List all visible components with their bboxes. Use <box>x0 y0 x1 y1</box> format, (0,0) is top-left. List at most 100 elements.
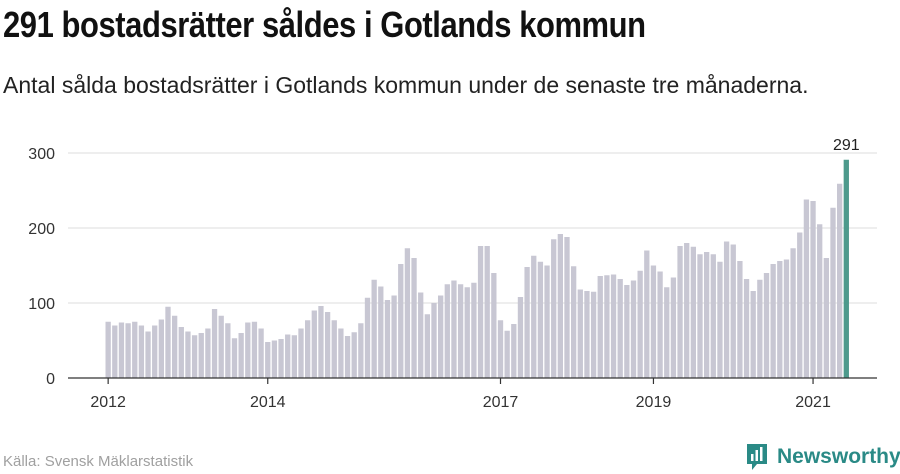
bar <box>730 244 736 378</box>
bar <box>324 312 331 378</box>
bar <box>311 310 317 378</box>
bar <box>138 325 145 378</box>
bar <box>717 261 723 378</box>
bar <box>112 325 118 378</box>
bar <box>664 287 670 378</box>
bar <box>484 246 490 378</box>
bar <box>238 333 244 378</box>
bar <box>451 280 457 378</box>
bar <box>411 258 417 378</box>
bar <box>438 295 444 378</box>
x-axis: 2012 2014 2017 2019 2021 <box>68 377 877 410</box>
bar <box>145 331 151 378</box>
bar <box>497 320 504 378</box>
y-tick-label: 100 <box>28 296 55 313</box>
bar <box>245 322 251 378</box>
bar <box>444 284 450 378</box>
bar <box>218 315 224 378</box>
bar <box>524 267 530 378</box>
bar <box>105 321 111 378</box>
bar <box>783 259 790 378</box>
bar <box>298 328 304 378</box>
bar <box>677 246 683 378</box>
bar <box>118 322 125 378</box>
bar <box>797 232 803 378</box>
bar <box>644 250 650 378</box>
bar-chart: 0 100 200 300 291 2012 2014 2017 2019 2021 <box>28 137 877 410</box>
bar <box>597 276 603 378</box>
bar <box>531 255 537 378</box>
bar <box>837 183 843 378</box>
bar <box>823 258 829 378</box>
x-tick-label: 2017 <box>483 394 519 410</box>
highlight-bar <box>843 159 849 378</box>
bar <box>265 342 271 378</box>
bar <box>271 340 278 378</box>
x-tick-label: 2014 <box>250 394 286 410</box>
bar <box>511 324 517 378</box>
bar <box>577 289 583 378</box>
bar <box>504 330 510 378</box>
chart-subtitle: Antal sålda bostadsrätter i Gotlands kom… <box>3 72 809 98</box>
bar <box>251 321 258 378</box>
bar <box>172 315 178 378</box>
bar <box>743 279 750 378</box>
y-tick-label: 300 <box>28 146 55 163</box>
bar <box>670 277 677 378</box>
bar <box>564 237 570 378</box>
bar <box>737 261 743 378</box>
bar <box>750 291 756 378</box>
y-tick-label: 0 <box>46 371 55 388</box>
brand-logo[interactable]: Newsworthy <box>745 441 900 473</box>
bar <box>231 338 238 378</box>
bar <box>351 332 357 378</box>
bar <box>398 264 404 378</box>
bar <box>152 325 158 378</box>
bar <box>318 306 324 378</box>
bar <box>657 271 663 378</box>
bar <box>690 246 696 378</box>
bar <box>710 254 716 378</box>
x-tick-label: 2021 <box>795 394 831 410</box>
bar <box>584 291 590 378</box>
bar <box>491 273 497 378</box>
y-tick-label: 200 <box>28 221 55 238</box>
bar <box>557 234 563 378</box>
bar <box>544 265 550 378</box>
bar <box>803 199 810 378</box>
bar <box>291 335 297 378</box>
bar <box>630 280 637 378</box>
bar <box>637 270 643 378</box>
x-tick-label: 2012 <box>90 394 126 410</box>
bar <box>198 333 204 378</box>
bar <box>205 328 211 378</box>
bar <box>777 261 783 378</box>
bar <box>424 314 430 378</box>
bar <box>331 320 337 378</box>
bar <box>185 331 191 378</box>
bar <box>697 254 703 378</box>
x-tick-label: 2019 <box>636 394 672 410</box>
bar <box>704 252 710 378</box>
bar <box>225 323 231 378</box>
bar <box>517 297 524 378</box>
newsworthy-logo-icon <box>747 444 767 470</box>
bar <box>278 339 284 378</box>
bar <box>125 323 131 378</box>
chart-title: 291 bostadsrätter såldes i Gotlands komm… <box>3 4 646 45</box>
bar <box>790 248 796 378</box>
bar <box>344 336 351 378</box>
bar <box>258 328 264 378</box>
bar <box>358 323 364 378</box>
bar <box>178 327 184 378</box>
highlight-value-label: 291 <box>833 137 860 154</box>
bar <box>165 306 171 378</box>
bar <box>305 320 311 378</box>
bar <box>338 328 344 378</box>
source-note: Källa: Svensk Mäklarstatistik <box>3 453 194 470</box>
bar <box>418 292 424 378</box>
bar <box>132 321 138 378</box>
bars: 291 <box>105 137 860 378</box>
bar <box>537 261 544 378</box>
bar <box>378 286 384 378</box>
